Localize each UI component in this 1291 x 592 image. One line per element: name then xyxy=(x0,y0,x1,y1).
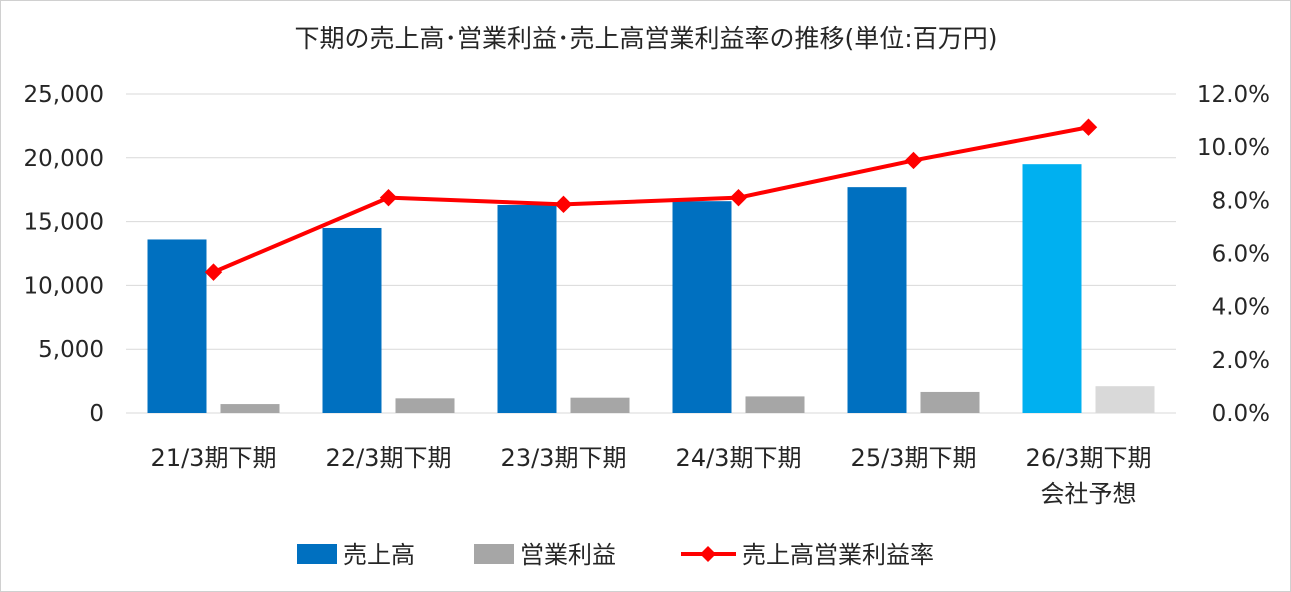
category-label: 25/3期下期 xyxy=(851,444,977,472)
left-axis-tick-label: 10,000 xyxy=(24,273,104,299)
chart-title: 下期の売上高･営業利益･売上高営業利益率の推移(単位:百万円) xyxy=(295,24,998,53)
legend-label-profit: 営業利益 xyxy=(520,541,616,569)
sales-bar xyxy=(322,227,382,413)
margin-line xyxy=(212,125,1089,274)
right-axis-tick-label: 10.0% xyxy=(1197,135,1270,161)
margin-point xyxy=(554,195,573,214)
bar-series xyxy=(147,164,1155,413)
sales-bar xyxy=(1022,164,1082,413)
category-label: 26/3期下期 xyxy=(1026,444,1152,472)
sales-bar xyxy=(847,187,907,413)
legend-swatch-margin-marker xyxy=(700,546,716,562)
left-axis-tick-label: 5,000 xyxy=(38,337,104,363)
category-label: 23/3期下期 xyxy=(501,444,627,472)
left-axis-tick-label: 0 xyxy=(89,401,104,427)
operating-profit-bar xyxy=(920,391,980,413)
margin-point xyxy=(204,263,223,281)
legend: 売上高 営業利益 売上高営業利益率 xyxy=(297,541,934,569)
margin-point xyxy=(904,151,923,170)
sales-bar xyxy=(147,239,207,413)
line-series xyxy=(204,118,1098,281)
gridlines xyxy=(126,93,1176,414)
operating-profit-bar xyxy=(1095,386,1155,413)
left-axis: 0 5,000 10,000 15,000 20,000 25,000 xyxy=(24,82,104,427)
right-axis-tick-label: 4.0% xyxy=(1212,295,1270,321)
legend-swatch-profit xyxy=(474,544,514,564)
right-axis-tick-label: 12.0% xyxy=(1197,82,1270,108)
margin-point xyxy=(1079,118,1098,136)
right-axis-tick-label: 6.0% xyxy=(1212,242,1270,268)
operating-profit-bar xyxy=(745,396,805,413)
operating-profit-bar xyxy=(395,398,455,413)
category-label: 21/3期下期 xyxy=(151,444,277,472)
operating-profit-bar xyxy=(570,397,630,413)
category-axis: 21/3期下期 22/3期下期 23/3期下期 24/3期下期 25/3期下期 26/3期… xyxy=(151,444,1152,508)
right-axis-tick-label: 2.0% xyxy=(1212,348,1270,374)
category-label: 22/3期下期 xyxy=(326,444,452,472)
legend-swatch-sales xyxy=(297,544,337,564)
left-axis-tick-label: 20,000 xyxy=(24,146,104,172)
sales-bar xyxy=(497,205,557,413)
margin-point xyxy=(379,188,398,207)
margin-point xyxy=(729,188,748,207)
legend-label-sales: 売上高 xyxy=(343,541,415,569)
legend-label-margin: 売上高営業利益率 xyxy=(742,541,934,569)
right-axis-tick-label: 0.0% xyxy=(1212,401,1270,427)
right-axis-tick-label: 8.0% xyxy=(1212,188,1270,214)
category-label: 会社予想 xyxy=(1041,480,1137,508)
right-axis: 0.0% 2.0% 4.0% 6.0% 8.0% 10.0% 12.0% xyxy=(1197,82,1270,427)
category-label: 24/3期下期 xyxy=(676,444,802,472)
left-axis-tick-label: 25,000 xyxy=(24,82,104,108)
left-axis-tick-label: 15,000 xyxy=(24,210,104,236)
sales-bar xyxy=(672,201,732,413)
operating-profit-bar xyxy=(220,404,280,413)
